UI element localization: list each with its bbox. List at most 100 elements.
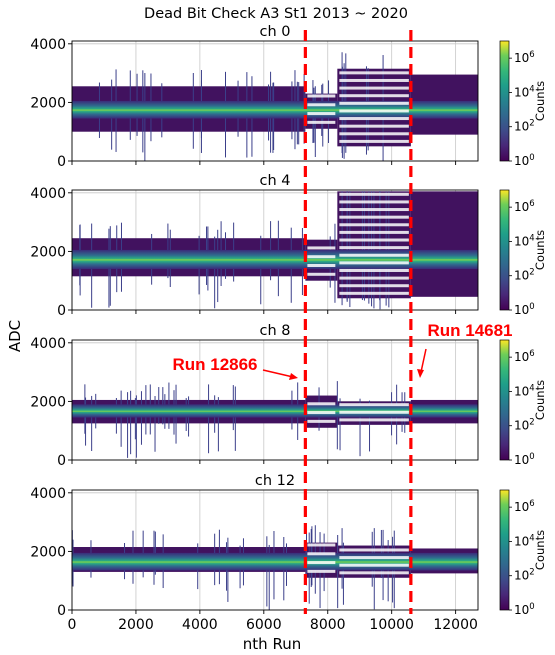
y-tick-label: 0 (57, 453, 66, 469)
y-tick-label: 2000 (30, 244, 66, 260)
colorbar-tick-label: 106 (514, 199, 535, 214)
marker-arrowhead (289, 373, 298, 380)
colorbar-label: Counts (533, 380, 547, 420)
dead-bit-gap (339, 284, 409, 288)
dead-bit-gap (339, 200, 409, 204)
chart-title: Dead Bit Check A3 St1 2013 ~ 2020 (144, 6, 408, 22)
x-tick-label: 2000 (118, 617, 154, 633)
colorbar-tick-label: 102 (514, 418, 535, 433)
dead-bit-gap (307, 120, 336, 124)
panel-ch-8: ch 8 0 2000 4000 100 102 104 106 Counts (30, 323, 547, 469)
colorbar-label: Counts (533, 530, 547, 570)
x-tick-label: 10000 (369, 617, 414, 633)
dead-bit-gap (339, 124, 409, 128)
colorbar-tick-label: 106 (514, 499, 535, 514)
x-tick-label: 4000 (182, 617, 218, 633)
dead-bit-gap (339, 556, 409, 560)
dead-bit-gap (339, 276, 409, 280)
colorbar-tick-label: 104 (514, 84, 535, 99)
dead-bit-gap (339, 418, 409, 422)
histogram-segment (410, 191, 478, 297)
dead-bit-gap (339, 253, 409, 257)
colorbar-gradient (499, 489, 510, 611)
colorbar-tick-label: 100 (514, 452, 535, 467)
x-axis-label: nth Run (243, 635, 301, 653)
x-tick-label: 8000 (310, 617, 346, 633)
colorbar-label: Counts (533, 81, 547, 121)
dead-bit-gap (339, 410, 409, 414)
dead-bit-gap (307, 419, 336, 423)
dead-bit-gap (339, 109, 409, 113)
dead-bit-gap (339, 246, 409, 250)
y-axis-label: ADC (6, 320, 24, 352)
colorbar-tick-label: 100 (514, 153, 535, 168)
marker-label: Run 14681 (427, 321, 512, 340)
colorbar-label: Counts (533, 230, 547, 270)
histogram-core-band (72, 552, 478, 571)
dead-bit-gap (339, 101, 409, 105)
y-tick-label: 2000 (30, 394, 66, 410)
marker-label: Run 12866 (172, 355, 257, 374)
y-tick-label: 4000 (30, 336, 66, 352)
dead-bit-gap (307, 112, 336, 116)
colorbar: 100 102 104 106 Counts (499, 189, 547, 317)
dead-bit-gap (307, 569, 336, 573)
colorbar: 100 102 104 106 Counts (499, 339, 547, 467)
panel-ch-12: ch 12 0 2000 4000 0 2000 4000 6000 8000 10000 1200… (30, 473, 547, 633)
panel-ch-0: ch 0 0 2000 4000 100 102 104 106 Counts (30, 24, 547, 170)
dead-bit-gap (307, 94, 336, 98)
marker-arrow (262, 369, 294, 378)
panel-title: ch 8 (260, 323, 291, 339)
dead-bit-gap (339, 291, 409, 295)
colorbar-tick-label: 104 (514, 233, 535, 248)
colorbar-tick-label: 100 (514, 302, 535, 317)
dead-bit-gap (307, 255, 336, 259)
dead-bit-gap (339, 230, 409, 234)
dead-bit-gap (339, 403, 409, 407)
colorbar-tick-label: 106 (514, 349, 535, 364)
dead-bit-gap (339, 78, 409, 82)
x-tick-label: 0 (68, 617, 77, 633)
dead-bit-gap (339, 268, 409, 272)
dead-bit-gap (339, 563, 409, 567)
plot-frame (71, 189, 479, 311)
dead-bit-gap (307, 103, 336, 107)
histogram-core-band (72, 100, 478, 119)
colorbar-tick-label: 104 (514, 533, 535, 548)
panel-title: ch 4 (260, 173, 291, 189)
dead-bit-gap (339, 223, 409, 227)
dead-bit-gap (339, 548, 409, 552)
colorbar-gradient (499, 189, 510, 311)
colorbar-tick-label: 102 (514, 119, 535, 134)
y-tick-label: 0 (57, 154, 66, 170)
plot-frame (71, 40, 479, 162)
panel-ch-4: ch 4 0 2000 4000 100 102 104 106 Counts (30, 173, 547, 319)
panel-title: ch 0 (260, 24, 291, 40)
x-tick-label: 6000 (246, 617, 282, 633)
dead-bit-gap (339, 94, 409, 98)
dead-bit-gap (339, 238, 409, 242)
dead-bit-gap (307, 272, 336, 276)
dead-bit-gap (339, 86, 409, 90)
dead-bit-gap (339, 132, 409, 136)
dead-bit-gap (339, 208, 409, 212)
colorbar: 100 102 104 106 Counts (499, 40, 547, 168)
y-tick-label: 2000 (30, 95, 66, 111)
y-tick-label: 2000 (30, 544, 66, 560)
dead-bit-gap (307, 552, 336, 556)
dead-bit-gap (339, 192, 409, 196)
marker-arrow (420, 348, 427, 373)
dead-bit-gap (339, 117, 409, 121)
colorbar: 100 102 104 106 Counts (499, 489, 547, 617)
dead-bit-gap (307, 246, 336, 250)
colorbar-tick-label: 100 (514, 602, 535, 617)
colorbar-tick-label: 106 (514, 50, 535, 65)
dead-bit-gap (339, 71, 409, 75)
x-tick-label: 12000 (433, 617, 478, 633)
dead-bit-gap (307, 411, 336, 415)
colorbar-tick-label: 102 (514, 568, 535, 583)
y-tick-label: 4000 (30, 37, 66, 53)
dead-bit-gap (339, 215, 409, 219)
histogram-core-band (72, 404, 478, 418)
